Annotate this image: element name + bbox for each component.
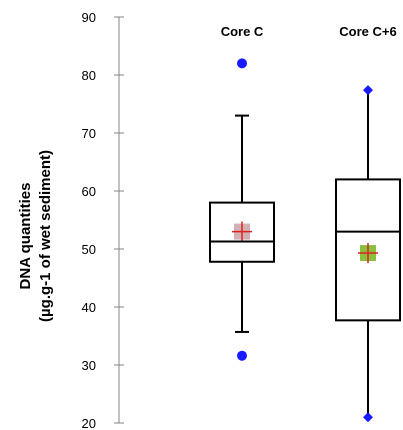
y-tick-label: 80 <box>82 68 96 83</box>
y-axis-title: DNA quantities (µg.g-1 of wet sediment) <box>17 150 54 322</box>
y-tick-label: 40 <box>82 300 96 315</box>
y-tick-label: 60 <box>82 184 96 199</box>
y-axis: 20 30 40 50 60 70 80 90 <box>82 10 124 430</box>
box-series-1: Core C <box>209 24 275 361</box>
outlier-point <box>237 58 247 69</box>
y-tick-label: 50 <box>82 242 96 257</box>
outlier-point <box>237 350 247 361</box>
box-series-2: Core C+6 <box>335 24 401 423</box>
y-tick-label: 20 <box>82 416 96 430</box>
y-tick-label: 30 <box>82 358 96 373</box>
whisker-end-marker <box>363 85 373 96</box>
y-axis-title-line-1: DNA quantities <box>17 183 34 290</box>
category-label: Core C+6 <box>339 24 396 39</box>
whisker-end-marker <box>363 412 373 423</box>
boxes: Core C Core C+6 <box>209 24 401 423</box>
y-tick-label: 90 <box>82 10 96 25</box>
y-tick-label: 70 <box>82 126 96 141</box>
category-label: Core C <box>221 24 264 39</box>
y-axis-title-line-2: (µg.g-1 of wet sediment) <box>37 150 54 322</box>
